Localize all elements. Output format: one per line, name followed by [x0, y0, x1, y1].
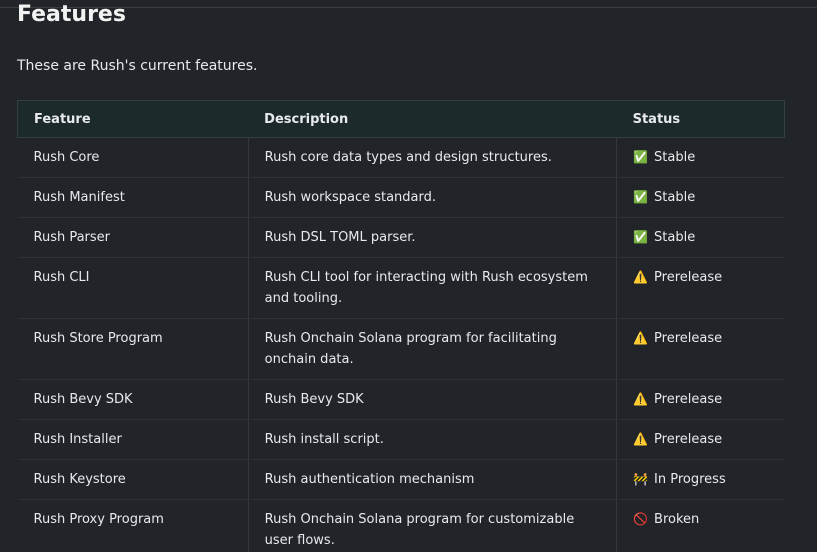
feature-cell: Rush CLI: [17, 257, 249, 319]
column-header: Status: [616, 100, 785, 138]
status-icon: ⚠️: [633, 432, 649, 446]
status-text: Stable: [654, 150, 696, 165]
status-cell: ✅ Stable: [616, 137, 785, 178]
column-header: Feature: [17, 100, 249, 138]
status-cell: ⚠️ Prerelease: [616, 318, 785, 380]
status-cell: 🚧 In Progress: [616, 459, 785, 500]
description-cell: Rush DSL TOML parser.: [247, 217, 617, 258]
description-cell: Rush core data types and design structur…: [247, 137, 617, 178]
description-cell: Rush Onchain Solana program for facilita…: [247, 318, 617, 380]
feature-cell: Rush Core: [17, 137, 249, 178]
page-title: Features: [17, 2, 126, 27]
description-cell: Rush CLI tool for interacting with Rush …: [247, 257, 617, 319]
description-cell: Rush Bevy SDK: [247, 379, 617, 420]
status-icon: ✅: [633, 230, 649, 244]
table-row: Rush CLI Rush CLI tool for interacting wi…: [17, 257, 785, 319]
feature-cell: Rush Manifest: [17, 177, 249, 218]
table-row: Rush Store Program Rush Onchain Solana pr…: [17, 318, 785, 380]
feature-cell: Rush Proxy Program: [33, 512, 164, 527]
feature-cell: Rush Installer: [17, 419, 249, 460]
table-row: Rush Bevy SDK Rush Bevy SDK ⚠️ Prerelease: [17, 379, 785, 420]
features-table: Feature Description Status Rush Core Rush c…: [17, 100, 785, 552]
status-icon: ⚠️: [633, 270, 649, 284]
status-text: Prerelease: [654, 392, 723, 407]
header-row: Feature Description Status: [17, 100, 785, 138]
table-row: Rush Installer Rush install script. ⚠️ Prer…: [17, 419, 785, 460]
intro-text: These are Rush's current features.: [17, 58, 258, 74]
feature-cell: Rush Keystore: [17, 459, 249, 500]
description-cell: Rush authentication mechanism: [247, 459, 617, 500]
feature-cell: Rush Bevy SDK: [17, 379, 249, 420]
status-icon: 🚧: [633, 472, 649, 486]
column-header: Description: [248, 100, 617, 138]
status-cell: ⚠️ Prerelease: [616, 379, 785, 420]
status-text: Stable: [654, 230, 696, 245]
feature-cell: Rush Store Program: [17, 318, 249, 380]
status-cell: ⚠️ Prerelease: [616, 419, 785, 460]
description-cell: Rush Onchain Solana program for customiz…: [247, 499, 617, 552]
status-cell: ✅ Stable: [616, 177, 785, 218]
table-row: Rush Core Rush core data types and design…: [17, 137, 785, 178]
status-cell: 🚫 Broken: [616, 499, 785, 552]
description-cell: Rush workspace standard.: [247, 177, 617, 218]
description-cell: Rush install script.: [247, 419, 617, 460]
status-text: In Progress: [654, 472, 726, 487]
status-cell: ✅ Stable: [616, 217, 785, 258]
status-text: Broken: [654, 512, 700, 527]
table-body: Rush Core Rush core data types and design…: [17, 137, 785, 552]
table-row: Rush Keystore Rush authentication mechani…: [17, 459, 785, 500]
status-text: Prerelease: [654, 270, 723, 285]
table-row: Rush Parser Rush DSL TOML parser. ✅ Stable: [17, 217, 785, 258]
status-icon: ⚠️: [633, 331, 649, 345]
table-row: Rush Manifest Rush workspace standard. ✅ St…: [17, 177, 785, 218]
status-icon: ⚠️: [633, 392, 649, 406]
status-text: Prerelease: [654, 331, 723, 346]
status-text: Prerelease: [654, 432, 723, 447]
status-cell: ⚠️ Prerelease: [616, 257, 785, 319]
status-icon: ✅: [633, 150, 649, 164]
status-icon: 🚫: [633, 512, 649, 526]
status-text: Stable: [654, 190, 696, 205]
feature-cell: Rush Parser: [17, 217, 249, 258]
table-row: Rush Proxy Program Rush Onchain Solana pr…: [18, 499, 785, 552]
status-icon: ✅: [633, 190, 649, 204]
